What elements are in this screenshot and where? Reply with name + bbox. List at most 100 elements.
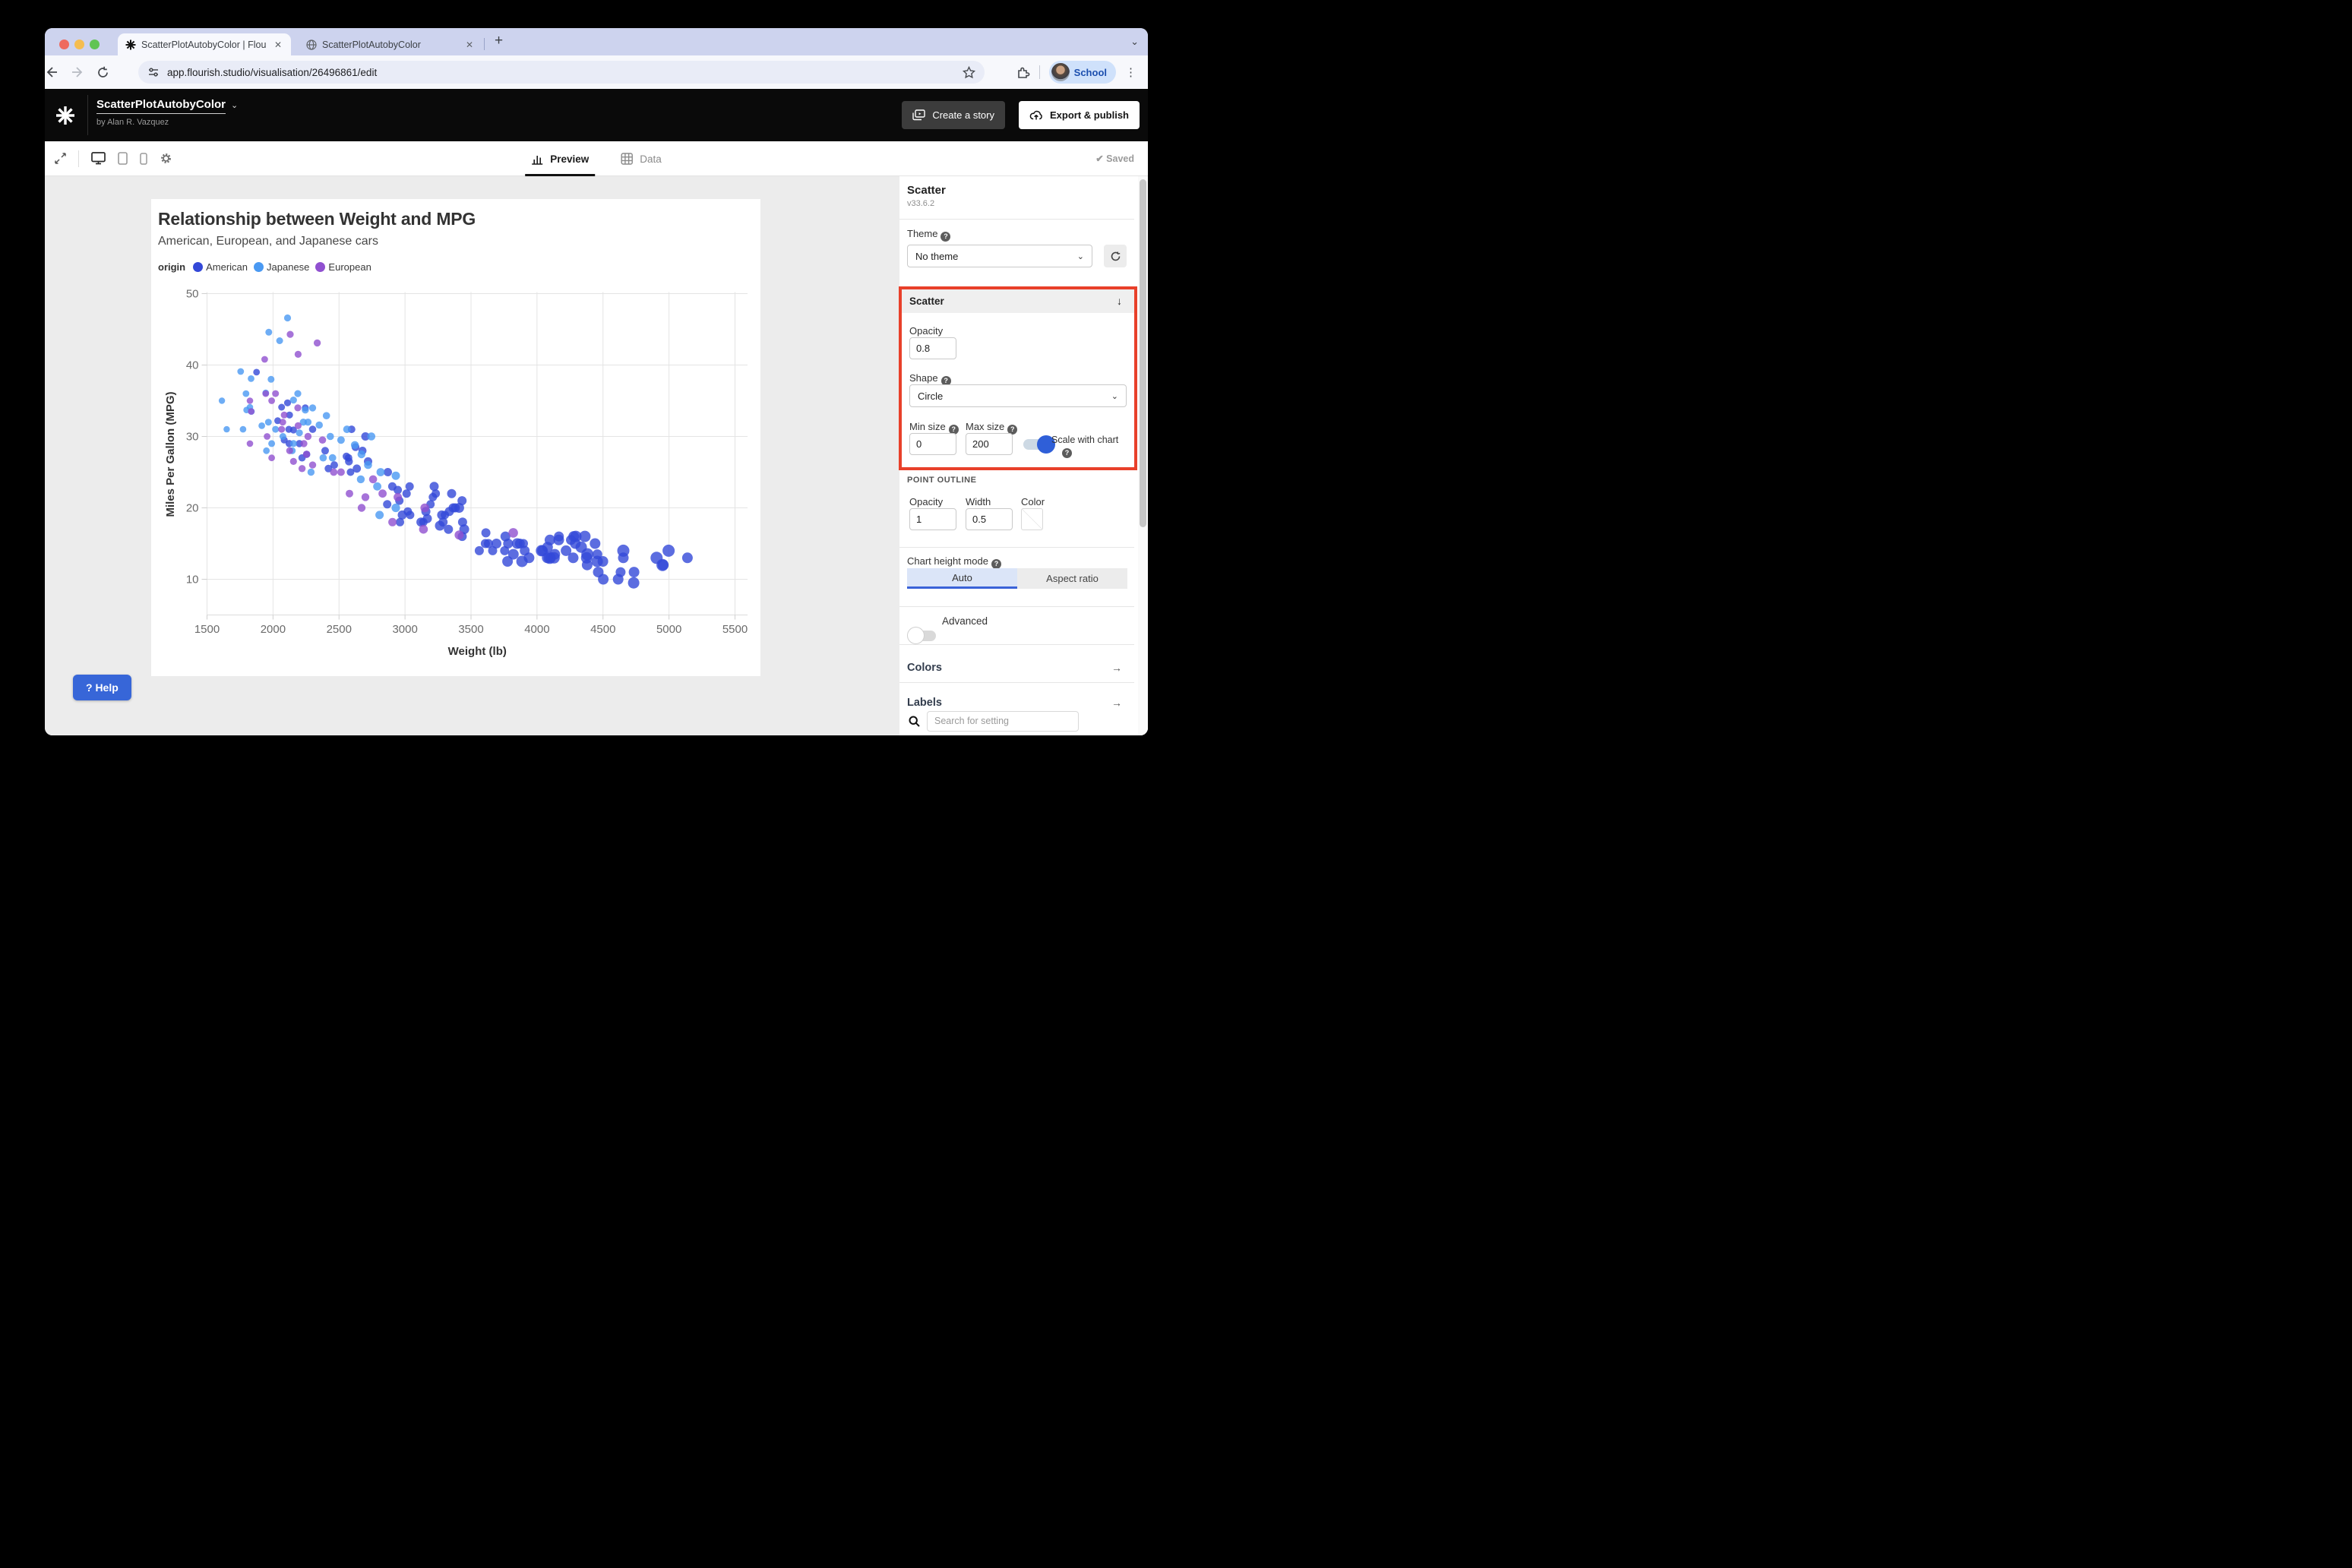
- tab-preview[interactable]: Preview: [525, 141, 596, 176]
- scatter-section-header[interactable]: Scatter ↓: [899, 289, 1134, 313]
- mode-aspect-ratio-option[interactable]: Aspect ratio: [1017, 568, 1127, 589]
- outline-opacity-input[interactable]: [909, 508, 956, 530]
- svg-text:4500: 4500: [590, 623, 615, 636]
- shape-label: Shape?: [909, 372, 951, 386]
- scrollbar-thumb[interactable]: [1140, 179, 1146, 527]
- check-icon: ✔: [1095, 153, 1104, 164]
- new-tab-button[interactable]: +: [495, 33, 504, 49]
- settings-sidebar: Scatter v33.6.2 Theme? No theme ⌄ Scatter…: [899, 176, 1148, 735]
- chart-height-mode-segmented: Auto Aspect ratio: [907, 568, 1127, 589]
- chart-title: Relationship between Weight and MPG: [158, 209, 476, 229]
- help-icon[interactable]: ?: [940, 232, 951, 242]
- labels-section-row[interactable]: Labels →: [899, 693, 1134, 713]
- help-button[interactable]: ? Help: [73, 675, 131, 700]
- outline-color-swatch[interactable]: [1021, 508, 1043, 530]
- minimize-window-button[interactable]: [74, 40, 84, 49]
- help-icon[interactable]: ?: [948, 425, 959, 435]
- extensions-puzzle-icon[interactable]: [1016, 65, 1030, 79]
- setting-search-input[interactable]: [927, 710, 1079, 732]
- tab-search-chevron-icon[interactable]: ⌄: [1130, 36, 1139, 47]
- fullscreen-icon[interactable]: [55, 153, 66, 164]
- desktop-preview-icon[interactable]: [91, 152, 106, 165]
- svg-text:4000: 4000: [524, 623, 549, 636]
- phone-preview-icon[interactable]: [140, 152, 147, 165]
- max-size-input[interactable]: [966, 433, 1013, 455]
- help-icon[interactable]: ?: [991, 559, 1001, 569]
- create-story-label: Create a story: [932, 109, 994, 121]
- search-icon: [909, 716, 920, 727]
- legend-label: American: [206, 261, 248, 273]
- theme-label: Theme?: [907, 228, 951, 242]
- legend-item[interactable]: American: [193, 261, 248, 273]
- point-outline-title: POINT OUTLINE: [907, 476, 977, 485]
- back-icon[interactable]: [45, 65, 71, 79]
- shape-select[interactable]: Circle ⌄: [909, 384, 1127, 407]
- reload-icon[interactable]: [96, 66, 122, 79]
- url-bar: app.flourish.studio/visualisation/264968…: [45, 55, 1148, 89]
- main-area: Relationship between Weight and MPG Amer…: [45, 176, 1148, 735]
- svg-text:1500: 1500: [194, 623, 220, 636]
- divider: [78, 150, 79, 167]
- help-icon[interactable]: ?: [1007, 425, 1018, 435]
- advanced-label: Advanced: [942, 615, 988, 627]
- svg-text:5500: 5500: [722, 623, 748, 636]
- export-publish-button[interactable]: Export & publish: [1019, 101, 1140, 129]
- profile-chip[interactable]: School: [1048, 61, 1116, 84]
- scale-with-chart-toggle[interactable]: [1023, 435, 1055, 454]
- tab-data[interactable]: Data: [618, 141, 665, 176]
- avatar: [1051, 63, 1070, 81]
- preview-settings-gear-icon[interactable]: [160, 152, 172, 165]
- tab-flourish-public[interactable]: ScatterPlotAutobyColor ✕: [299, 33, 482, 55]
- tablet-preview-icon[interactable]: [118, 152, 128, 165]
- saved-status: ✔ Saved: [1095, 153, 1134, 164]
- refresh-theme-button[interactable]: [1104, 245, 1127, 267]
- project-title[interactable]: ScatterPlotAutobyColor: [96, 98, 226, 114]
- help-icon[interactable]: ?: [1062, 448, 1072, 458]
- tab-title: ScatterPlotAutobyColor: [322, 39, 421, 50]
- svg-text:20: 20: [186, 502, 199, 515]
- legend-item[interactable]: European: [315, 261, 371, 273]
- outline-color-label: Color: [1021, 496, 1045, 507]
- close-window-button[interactable]: [59, 40, 69, 49]
- chevron-down-icon[interactable]: ⌄: [231, 101, 239, 110]
- profile-name: School: [1073, 66, 1107, 78]
- opacity-input[interactable]: [909, 337, 956, 359]
- advanced-toggle[interactable]: [907, 627, 936, 644]
- help-icon[interactable]: ?: [940, 376, 951, 386]
- sidebar-scrollbar[interactable]: [1138, 176, 1148, 735]
- flourish-logo-icon[interactable]: [55, 106, 75, 125]
- site-settings-icon[interactable]: [147, 66, 160, 78]
- colors-section-row[interactable]: Colors →: [899, 658, 1134, 678]
- tab-flourish-editor[interactable]: ScatterPlotAutobyColor | Flou ✕: [118, 33, 291, 55]
- min-size-label: Min size?: [909, 421, 959, 435]
- divider: [899, 606, 1134, 607]
- svg-text:3500: 3500: [458, 623, 483, 636]
- bookmark-star-icon[interactable]: [963, 65, 975, 79]
- forward-icon[interactable]: [71, 65, 96, 79]
- legend-item[interactable]: Japanese: [254, 261, 309, 273]
- mode-auto-option[interactable]: Auto: [907, 568, 1017, 589]
- flourish-favicon-icon: [125, 40, 136, 50]
- svg-text:40: 40: [186, 359, 199, 372]
- close-tab-icon[interactable]: ✕: [465, 39, 473, 50]
- collapse-arrow-icon[interactable]: ↓: [1117, 295, 1122, 307]
- story-slides-icon: [912, 109, 926, 121]
- chart-subtitle: American, European, and Japanese cars: [158, 235, 378, 248]
- create-story-button[interactable]: Create a story: [902, 101, 1005, 129]
- svg-text:Weight (lb): Weight (lb): [448, 645, 507, 658]
- theme-select[interactable]: No theme ⌄: [907, 245, 1092, 267]
- chevron-down-icon: ⌄: [1111, 391, 1118, 401]
- tab-divider: [484, 38, 485, 50]
- kebab-menu-icon[interactable]: ⋮: [1125, 66, 1137, 79]
- min-size-input[interactable]: [909, 433, 956, 455]
- zoom-window-button[interactable]: [90, 40, 100, 49]
- legend-dot-icon: [193, 262, 204, 272]
- divider: [87, 95, 88, 135]
- divider: [899, 644, 1134, 645]
- legend-dot-icon: [315, 262, 326, 272]
- close-tab-icon[interactable]: ✕: [273, 39, 282, 50]
- outline-width-input[interactable]: [966, 508, 1013, 530]
- address-input[interactable]: app.flourish.studio/visualisation/264968…: [138, 61, 985, 84]
- scatter-plot[interactable]: 10 20 30 40 50 1500 2000 2500 3000 3500 4000 4500 50…: [151, 287, 760, 676]
- url-text[interactable]: app.flourish.studio/visualisation/264968…: [167, 66, 378, 78]
